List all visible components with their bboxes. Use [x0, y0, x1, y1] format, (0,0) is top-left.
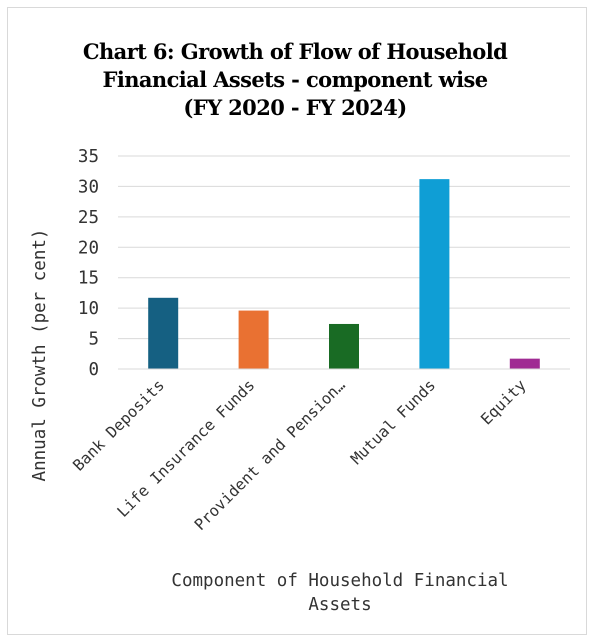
- chart-title-line-1: Chart 6: Growth of Flow of Household: [82, 39, 508, 64]
- y-tick-label: 30: [78, 177, 99, 197]
- y-tick-label: 20: [78, 238, 99, 258]
- x-tick-label: Provident and Pension…: [191, 376, 349, 534]
- y-tick-label: 0: [88, 360, 99, 380]
- y-axis-label: Annual Growth (per cent): [30, 229, 50, 482]
- x-axis-label: Component of Household Financial Assets: [110, 569, 570, 617]
- x-tick-label: Equity: [477, 376, 529, 428]
- y-tick-label: 25: [78, 208, 99, 228]
- bar: [329, 323, 359, 369]
- y-tick-label: 15: [78, 269, 99, 289]
- bar: [238, 310, 269, 369]
- bar: [419, 179, 450, 369]
- chart-title-line-3: (FY 2020 - FY 2024): [183, 95, 407, 120]
- bars: [148, 179, 540, 369]
- y-tick-label: 35: [78, 147, 99, 167]
- chart-title-line-2: Financial Assets - component wise: [102, 67, 489, 92]
- y-axis-ticks: 0 5 10 15 20 25 30 35: [78, 147, 99, 380]
- x-tick-label: Bank Deposits: [70, 376, 169, 475]
- x-axis-label-line-1: Component of Household Financial: [171, 571, 509, 591]
- chart-title: Chart 6: Growth of Flow of Household Fin…: [60, 38, 530, 122]
- y-tick-label: 5: [88, 330, 99, 350]
- y-tick-label: 10: [78, 299, 99, 319]
- x-axis-label-line-2: Assets: [308, 595, 372, 615]
- bar: [509, 358, 540, 369]
- gridlines: [118, 155, 570, 340]
- chart-frame: [7, 7, 587, 635]
- bar: [148, 297, 179, 369]
- x-tick-label: Mutual Funds: [347, 376, 439, 468]
